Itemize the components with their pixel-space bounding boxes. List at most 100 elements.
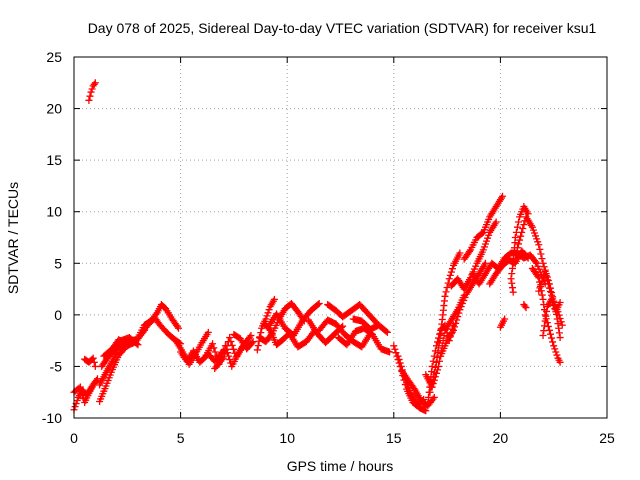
data-point	[77, 387, 85, 395]
data-point	[248, 339, 256, 347]
data-point	[314, 301, 322, 309]
data-point	[86, 92, 94, 100]
data-point	[445, 275, 453, 283]
data-point	[226, 356, 234, 364]
data-point	[173, 323, 181, 331]
data-point	[429, 357, 437, 365]
grid-lines	[74, 57, 607, 418]
y-tick-label: 0	[54, 307, 62, 323]
data-point	[391, 345, 399, 353]
data-point	[556, 314, 564, 322]
data-point	[557, 318, 565, 326]
data-point	[517, 232, 525, 240]
data-point	[538, 291, 546, 299]
data-point	[435, 362, 443, 370]
data-point	[550, 302, 558, 310]
data-point	[542, 312, 550, 320]
data-point	[429, 373, 437, 381]
x-tick-label: 20	[493, 430, 509, 446]
data-point	[555, 311, 563, 319]
data-point	[435, 357, 443, 365]
data-point	[515, 240, 523, 248]
data-point	[174, 324, 182, 332]
data-point	[537, 250, 545, 258]
data-point	[249, 338, 257, 346]
data-point	[509, 288, 517, 296]
data-point	[536, 284, 544, 292]
y-tick-label: 20	[46, 101, 62, 117]
data-point	[555, 329, 563, 337]
x-tick-label: 25	[599, 430, 615, 446]
data-point	[508, 279, 516, 287]
data-point	[541, 311, 549, 319]
data-point	[426, 388, 434, 396]
y-tick-label: -5	[50, 358, 63, 374]
data-point	[226, 334, 234, 342]
data-point	[448, 265, 456, 273]
data-point	[382, 327, 390, 335]
data-point	[253, 346, 261, 354]
data-point	[390, 342, 398, 350]
data-point	[221, 350, 229, 358]
data-point	[432, 358, 440, 366]
data-point	[543, 307, 551, 315]
y-tick-label: 5	[54, 255, 62, 271]
data-point	[540, 263, 548, 271]
data-point	[211, 348, 219, 356]
data-point	[456, 249, 464, 257]
data-point	[79, 391, 87, 399]
data-point	[481, 259, 489, 267]
data-point	[396, 359, 404, 367]
data-point	[264, 309, 272, 317]
data-point	[457, 303, 465, 311]
data-point	[543, 276, 551, 284]
data-point	[519, 224, 527, 232]
data-point	[541, 268, 549, 276]
data-point	[548, 334, 556, 342]
data-point	[537, 281, 545, 289]
data-point	[85, 96, 93, 104]
data-point	[518, 228, 526, 236]
data-point	[76, 383, 84, 391]
data-point	[549, 338, 557, 346]
data-point	[71, 403, 79, 411]
data-point	[218, 356, 226, 364]
data-point	[88, 85, 96, 93]
y-tick-label: 25	[46, 49, 62, 65]
data-point	[263, 312, 271, 320]
data-point	[262, 315, 270, 323]
x-tick-label: 5	[177, 430, 185, 446]
x-tick-label: 10	[279, 430, 295, 446]
data-point	[441, 321, 449, 329]
data-point	[446, 271, 454, 279]
data-point	[545, 284, 553, 292]
data-point	[254, 342, 262, 350]
data-point	[210, 344, 218, 352]
data-point	[228, 341, 236, 349]
data-point	[265, 306, 273, 314]
data-point	[394, 352, 402, 360]
data-point	[430, 368, 438, 376]
data-point	[501, 315, 509, 323]
data-point	[227, 337, 235, 345]
data-point	[535, 287, 543, 295]
data-point	[513, 223, 521, 231]
data-points	[70, 79, 566, 415]
data-point	[513, 244, 521, 252]
data-point	[247, 331, 255, 339]
data-point	[465, 247, 473, 255]
data-point	[523, 253, 531, 261]
y-tick-label: 15	[46, 152, 62, 168]
data-point	[433, 353, 441, 361]
data-point	[521, 302, 529, 310]
data-point	[544, 280, 552, 288]
data-point	[383, 328, 391, 336]
data-point	[89, 354, 97, 362]
chart-title: Day 078 of 2025, Sidereal Day-to-day VTE…	[88, 20, 597, 36]
data-point	[447, 268, 455, 276]
data-point	[270, 295, 278, 303]
data-point	[534, 272, 542, 280]
data-point	[397, 362, 405, 370]
data-point	[492, 218, 500, 226]
